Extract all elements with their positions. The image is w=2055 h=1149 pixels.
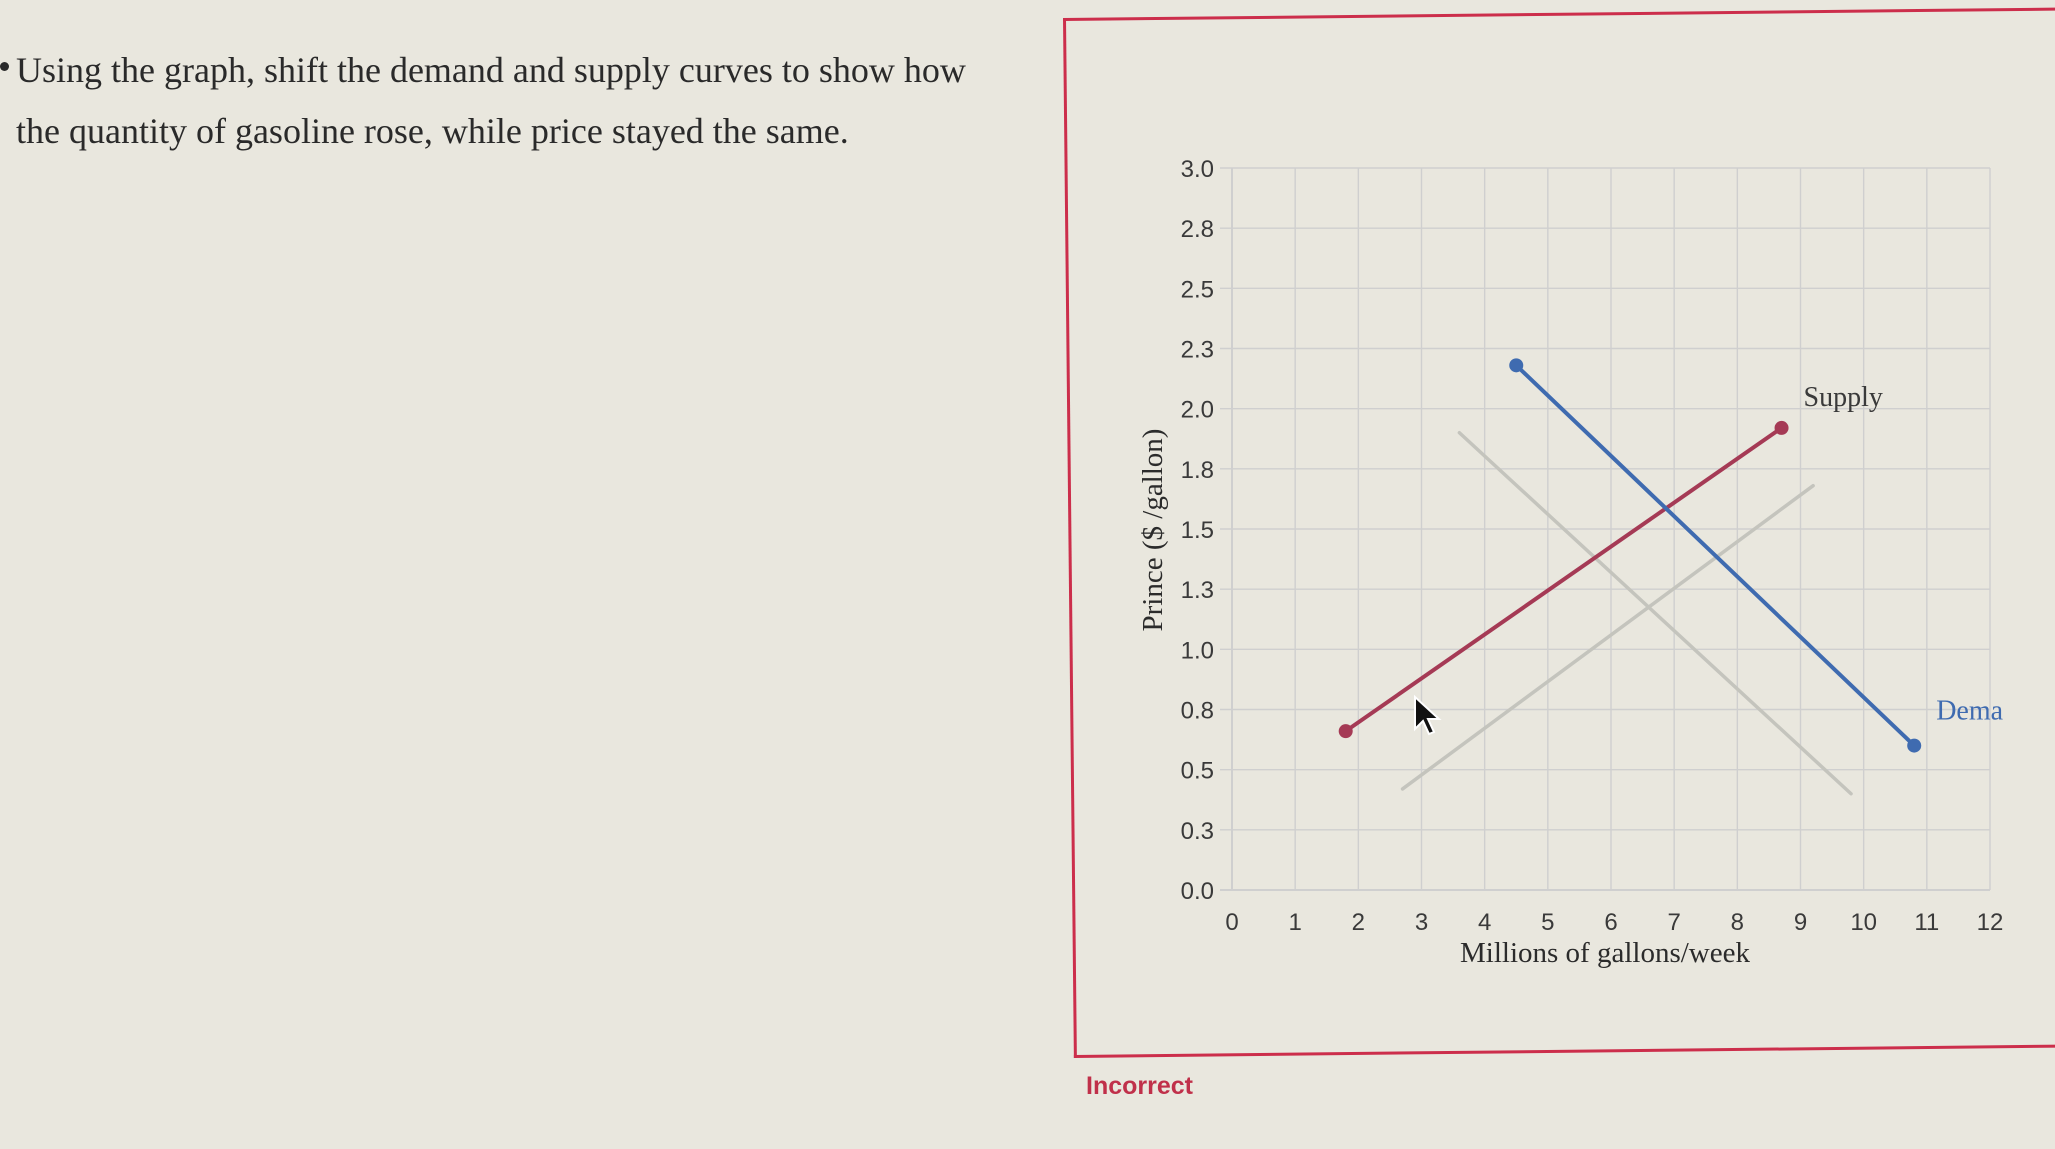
y-tick-label: 2.0 [1181,397,1214,424]
x-tick-label: 12 [1977,909,2004,936]
x-tick-label: 3 [1415,909,1428,936]
supply-curve-label: Supply [1804,382,1883,413]
y-tick-label: 2.5 [1181,276,1214,303]
y-tick-label: 0.0 [1181,878,1214,905]
demand-curve[interactable] [1514,363,1917,748]
chart-curves[interactable]: Supply Dema [1338,358,2004,796]
y-tick-label: 0.3 [1181,818,1214,845]
question-text: Using the graph, shift the demand and su… [16,50,966,151]
demand-curve-handle[interactable] [1907,738,1922,753]
x-tick-label: 5 [1541,909,1554,936]
y-tick-label: 1.5 [1181,517,1214,544]
x-tick-label: 8 [1731,909,1744,936]
x-tick-label: 6 [1604,909,1617,936]
demand-curve-label: Dema [1936,696,2003,727]
chart-grid [1220,167,1991,891]
y-tick-label: 0.5 [1181,758,1214,785]
supply-curve-handle[interactable] [1338,724,1353,739]
chart-ticks: 0 1 2 3 4 5 6 7 8 9 10 11 123.02.82.52.32.01.81.51.3… [1181,156,2004,936]
supply-curve[interactable] [1343,425,1784,734]
x-tick-label: 9 [1794,909,1807,936]
original-curve [1457,430,1853,796]
x-tick-label: 1 [1288,909,1301,936]
y-tick-label: 1.3 [1181,577,1214,604]
y-axis-title: Prince ($ /gallon) [1137,429,1169,632]
x-tick-label: 11 [1914,909,1939,936]
x-axis-title: Millions of gallons/week [1460,937,1750,969]
supply-curve-handle[interactable] [1774,420,1789,435]
y-tick-label: 1.0 [1181,637,1214,664]
original-curve [1400,483,1815,791]
x-tick-label: 2 [1352,909,1365,936]
y-tick-label: 2.3 [1181,337,1214,364]
feedback-status: Incorrect [1086,1072,1193,1100]
x-tick-label: 0 [1225,909,1238,936]
x-tick-label: 7 [1667,909,1680,936]
mouse-pointer-icon [1414,694,1442,736]
y-tick-label: 1.8 [1181,457,1214,484]
y-tick-label: 2.8 [1181,216,1214,243]
bullet-point [0,62,9,71]
y-tick-label: 3.0 [1181,156,1214,183]
y-tick-label: 0.8 [1181,698,1214,725]
x-tick-label: 4 [1478,909,1491,936]
x-tick-label: 10 [1850,909,1877,936]
demand-curve-handle[interactable] [1509,358,1524,373]
